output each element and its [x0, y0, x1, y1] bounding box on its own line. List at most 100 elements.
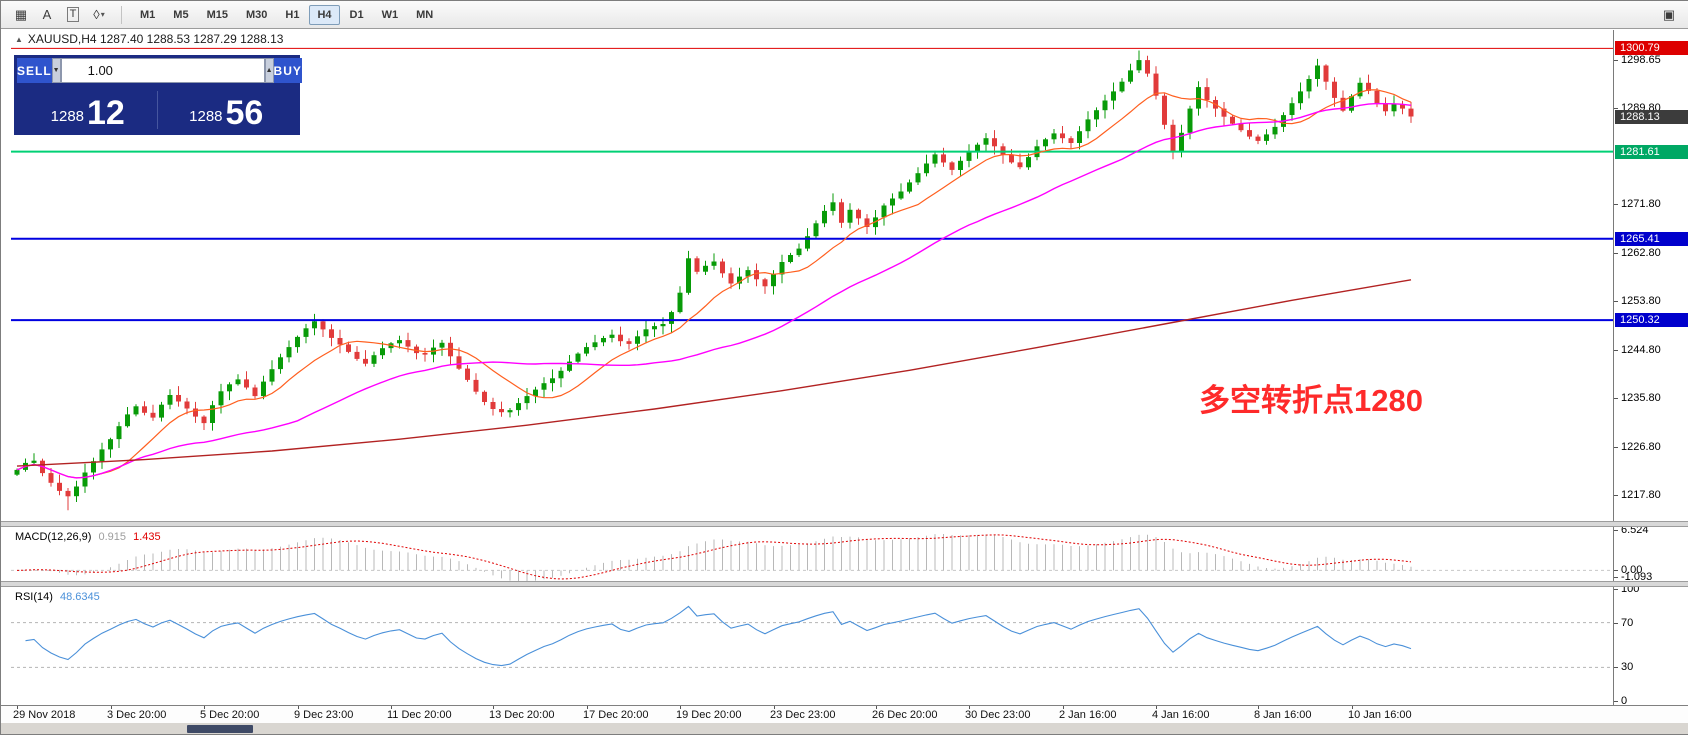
chevron-down-icon: ▾ [100, 10, 105, 19]
timeframe-m15[interactable]: M15 [206, 8, 228, 21]
time-label: 29 Nov 2018 [13, 709, 76, 721]
scale-tick [1614, 398, 1618, 399]
timeframe-mn[interactable]: MN [416, 8, 434, 21]
macd-scale-label: -1.093 [1621, 571, 1653, 583]
time-tick [876, 706, 877, 709]
scale-tick [1614, 447, 1618, 448]
time-axis[interactable]: 29 Nov 2018 3 Dec 20:00 5 Dec 20:00 9 Dec 2… [1, 705, 1688, 723]
price-divider [156, 91, 158, 129]
buy-price-main: 1288 [189, 108, 223, 125]
time-tick [680, 706, 681, 709]
price-badge: 1250.32 [1615, 313, 1688, 327]
macd-scale-label: 6.524 [1621, 524, 1649, 536]
time-label: 9 Dec 23:00 [294, 709, 354, 721]
macd-histogram [25, 534, 1412, 581]
price-scale[interactable]: 1298.65 1289.80 1271.80 1262.80 1253.80 1244.… [1613, 30, 1688, 707]
macd-signal-line [16, 534, 1412, 580]
timeframe-m30[interactable]: M30 [245, 8, 268, 21]
price-scale-label: 1298.65 [1621, 54, 1661, 66]
buy-price-pips: 56 [225, 94, 264, 132]
sell-price-main: 1288 [50, 108, 85, 125]
time-label: 19 Dec 20:00 [676, 709, 742, 721]
price-badge: 1265.41 [1615, 232, 1688, 246]
timeframe-d1[interactable]: D1 [349, 8, 364, 21]
scale-tick [1614, 253, 1618, 254]
buy-button[interactable]: BUY [273, 58, 302, 83]
symbol-header: ▲ XAUUSD,H4 1287.40 1288.53 1287.29 1288… [15, 32, 283, 46]
cursor-tool-icon[interactable]: A [35, 4, 59, 26]
sell-button[interactable]: SELL [17, 58, 52, 83]
time-tick [391, 706, 392, 709]
rsi-value: 48.6345 [59, 591, 100, 603]
time-label: 23 Dec 23:00 [770, 709, 836, 721]
text-tool-icon[interactable]: T [61, 4, 85, 26]
pane-separator-macd[interactable] [1, 521, 1688, 527]
time-label: 8 Jan 16:00 [1254, 709, 1312, 721]
time-tick [1352, 706, 1353, 709]
chart-annotation: 多空转折点1280 [1199, 383, 1423, 418]
timeframe-h4[interactable]: H4 [309, 4, 340, 25]
scale-tick [1614, 623, 1618, 624]
scale-tick [1614, 701, 1618, 702]
time-label: 4 Jan 16:00 [1152, 709, 1210, 721]
volume-increase-button[interactable]: ▲ [264, 58, 274, 83]
macd-value-main: 0.915 [98, 531, 127, 543]
up-arrow-icon: ▲ [265, 67, 273, 74]
shapes-tool-icon[interactable]: ◊ ▾ [87, 4, 111, 26]
price-scale-label: 1253.80 [1621, 295, 1661, 307]
ma-fast-line [16, 89, 1412, 479]
time-tick [969, 706, 970, 709]
chart-grid-icon[interactable]: ▦ [9, 4, 33, 26]
time-tick [1063, 706, 1064, 709]
macd-label: MACD(12,26,9) 0.915 1.435 [15, 531, 165, 543]
chart-window-icon[interactable]: ▣ [1657, 4, 1681, 26]
macd-name: MACD(12,26,9) [15, 531, 92, 543]
cursor-glyph: A [42, 7, 52, 22]
timeframe-buttons: M1 M5 M15 M30 H1 H4 D1 W1 MN [132, 4, 441, 25]
one-click-trading-panel: SELL ▼ ▲ BUY 1288 12 1288 56 [14, 55, 302, 135]
time-tick [17, 706, 18, 709]
scale-tick [1614, 204, 1618, 205]
timeframe-h1[interactable]: H1 [285, 8, 300, 21]
symbol-ohlc-text: XAUUSD,H4 1287.40 1288.53 1287.29 1288.1… [27, 32, 284, 46]
scale-tick [1614, 350, 1618, 351]
time-tick [298, 706, 299, 709]
marker-triangle-icon: ▲ [15, 34, 23, 44]
price-badge: 1281.61 [1615, 145, 1688, 159]
price-scale-label: 1226.80 [1621, 441, 1661, 453]
timeframe-w1[interactable]: W1 [381, 8, 399, 21]
scale-tick [1614, 108, 1618, 109]
volume-decrease-button[interactable]: ▼ [51, 58, 61, 83]
toolbar: ▦ A T ◊ ▾ M1 M5 M15 M30 H1 H4 D1 W1 MN ▣ [1, 1, 1688, 29]
scale-tick [1614, 60, 1618, 61]
rsi-name: RSI(14) [15, 591, 53, 603]
pane-separator-rsi[interactable] [1, 581, 1688, 587]
down-arrow-icon: ▼ [52, 67, 60, 74]
time-tick [493, 706, 494, 709]
rsi-label: RSI(14) 48.6345 [15, 591, 104, 603]
bottom-strip [1, 723, 1688, 734]
scale-tick [1614, 570, 1618, 571]
scale-tick [1614, 577, 1618, 578]
macd-value-signal: 1.435 [133, 531, 161, 543]
time-label: 10 Jan 16:00 [1348, 709, 1412, 721]
time-label: 3 Dec 20:00 [107, 709, 167, 721]
text-glyph: T [66, 7, 80, 22]
time-label: 13 Dec 20:00 [489, 709, 555, 721]
time-tick [587, 706, 588, 709]
rsi-scale-label: 30 [1621, 661, 1634, 673]
rsi-scale-label: 70 [1621, 617, 1634, 629]
timeframe-m1[interactable]: M1 [140, 8, 156, 21]
price-scale-label: 1235.80 [1621, 392, 1661, 404]
time-label: 2 Jan 16:00 [1059, 709, 1117, 721]
time-tick [1156, 706, 1157, 709]
price-scale-label: 1271.80 [1621, 198, 1661, 210]
price-scale-label: 1262.80 [1621, 247, 1661, 259]
timeframe-m5[interactable]: M5 [173, 8, 189, 21]
volume-input[interactable] [60, 58, 265, 83]
time-label: 26 Dec 20:00 [872, 709, 938, 721]
price-badge: 1288.13 [1615, 110, 1688, 124]
chart-window-glyph: ▣ [1662, 6, 1676, 22]
